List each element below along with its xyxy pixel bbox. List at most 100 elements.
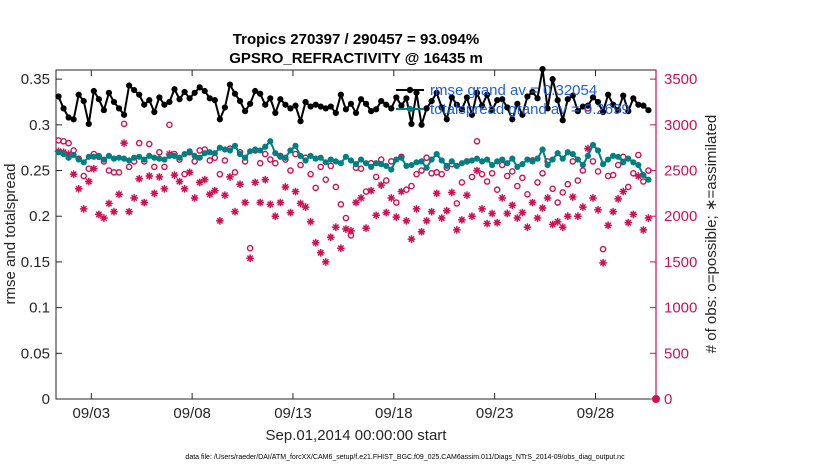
- point-rmse: [423, 105, 430, 112]
- point-assimilated: [347, 227, 355, 235]
- point-rmse: [90, 87, 97, 95]
- point-assimilated: [563, 212, 572, 221]
- point-rmse: [312, 101, 319, 108]
- point-possible: [453, 200, 461, 207]
- point-rmse: [494, 97, 501, 104]
- point-totalspread: [620, 159, 627, 166]
- point-rmse: [257, 90, 264, 97]
- point-totalspread: [403, 162, 410, 170]
- point-assimilated: [362, 224, 370, 232]
- point-possible: [362, 188, 370, 195]
- point-assimilated: [251, 178, 259, 187]
- point-rmse: [262, 101, 269, 108]
- point-rmse: [252, 87, 259, 95]
- point-possible: [594, 168, 602, 175]
- y-tick-label-right: 1000: [664, 300, 697, 317]
- point-rmse: [594, 98, 602, 106]
- point-possible: [342, 214, 350, 222]
- point-possible: [216, 170, 224, 178]
- point-assimilated: [412, 205, 421, 213]
- point-possible: [312, 184, 319, 192]
- point-possible: [408, 182, 415, 190]
- point-possible: [382, 177, 390, 184]
- point-totalspread: [206, 149, 213, 156]
- point-rmse: [413, 89, 420, 96]
- y-tick-label-left: 0.35: [21, 71, 50, 88]
- point-possible: [599, 245, 607, 253]
- point-totalspread: [393, 156, 400, 163]
- y-tick-label-left: 0.2: [29, 208, 50, 225]
- point-rmse: [393, 94, 400, 101]
- point-totalspread: [514, 163, 521, 170]
- point-totalspread: [216, 144, 223, 151]
- point-rmse: [620, 92, 627, 99]
- point-rmse: [75, 91, 82, 98]
- point-possible: [115, 169, 123, 176]
- point-rmse: [408, 120, 415, 128]
- point-rmse: [428, 97, 435, 105]
- point-possible: [337, 201, 345, 208]
- point-rmse: [332, 109, 339, 117]
- point-totalspread: [126, 157, 133, 164]
- point-assimilated: [488, 209, 496, 218]
- point-rmse: [337, 91, 344, 98]
- point-rmse: [146, 97, 153, 104]
- point-rmse: [95, 96, 102, 103]
- point-possible: [534, 179, 541, 186]
- x-tick-label: 09/03: [73, 405, 111, 422]
- point-rmse: [378, 97, 385, 105]
- point-assimilated: [316, 248, 325, 257]
- y-tick-label-left: 0: [42, 391, 50, 408]
- point-assimilated: [503, 209, 512, 218]
- point-totalspread: [448, 158, 455, 165]
- point-rmse: [110, 98, 118, 106]
- point-assimilated: [619, 187, 628, 196]
- point-totalspread: [85, 153, 92, 160]
- point-totalspread: [70, 151, 77, 159]
- point-assimilated: [332, 223, 340, 231]
- point-rmse: [206, 95, 213, 102]
- point-totalspread: [95, 152, 102, 160]
- point-assimilated: [216, 216, 224, 225]
- point-rmse: [478, 102, 486, 109]
- point-assimilated: [558, 223, 567, 231]
- point-possible: [156, 148, 163, 156]
- point-totalspread: [625, 155, 632, 162]
- y-tick-label-right: 1500: [664, 254, 697, 271]
- point-assimilated: [387, 194, 396, 202]
- point-rmse: [347, 100, 355, 107]
- point-totalspread: [131, 154, 138, 161]
- point-assimilated: [448, 188, 456, 197]
- point-totalspread: [176, 154, 183, 161]
- point-rmse: [176, 96, 183, 103]
- point-rmse: [231, 90, 239, 97]
- point-totalspread: [347, 157, 355, 164]
- point-assimilated: [311, 238, 320, 247]
- point-totalspread: [428, 156, 435, 163]
- point-rmse: [499, 96, 506, 103]
- point-totalspread: [645, 176, 652, 183]
- point-possible: [261, 150, 269, 158]
- point-rmse: [100, 107, 107, 114]
- point-totalspread: [307, 152, 314, 160]
- point-assimilated: [468, 212, 476, 221]
- point-possible: [221, 157, 229, 164]
- point-rmse: [549, 76, 556, 83]
- point-assimilated: [463, 191, 471, 199]
- point-assimilated: [95, 210, 103, 219]
- point-totalspread: [196, 154, 203, 161]
- point-assimilated: [105, 199, 113, 208]
- point-totalspread: [519, 161, 526, 168]
- point-rmse: [458, 106, 465, 113]
- point-possible: [413, 170, 420, 178]
- point-assimilated: [185, 168, 194, 177]
- point-rmse: [504, 104, 511, 111]
- point-totalspread: [65, 154, 72, 161]
- point-assimilated: [256, 198, 264, 207]
- point-possible: [418, 167, 425, 174]
- point-rmse: [221, 104, 229, 111]
- point-assimilated: [79, 205, 88, 213]
- point-rmse: [322, 105, 329, 112]
- point-rmse: [489, 107, 496, 114]
- point-totalspread: [458, 160, 465, 167]
